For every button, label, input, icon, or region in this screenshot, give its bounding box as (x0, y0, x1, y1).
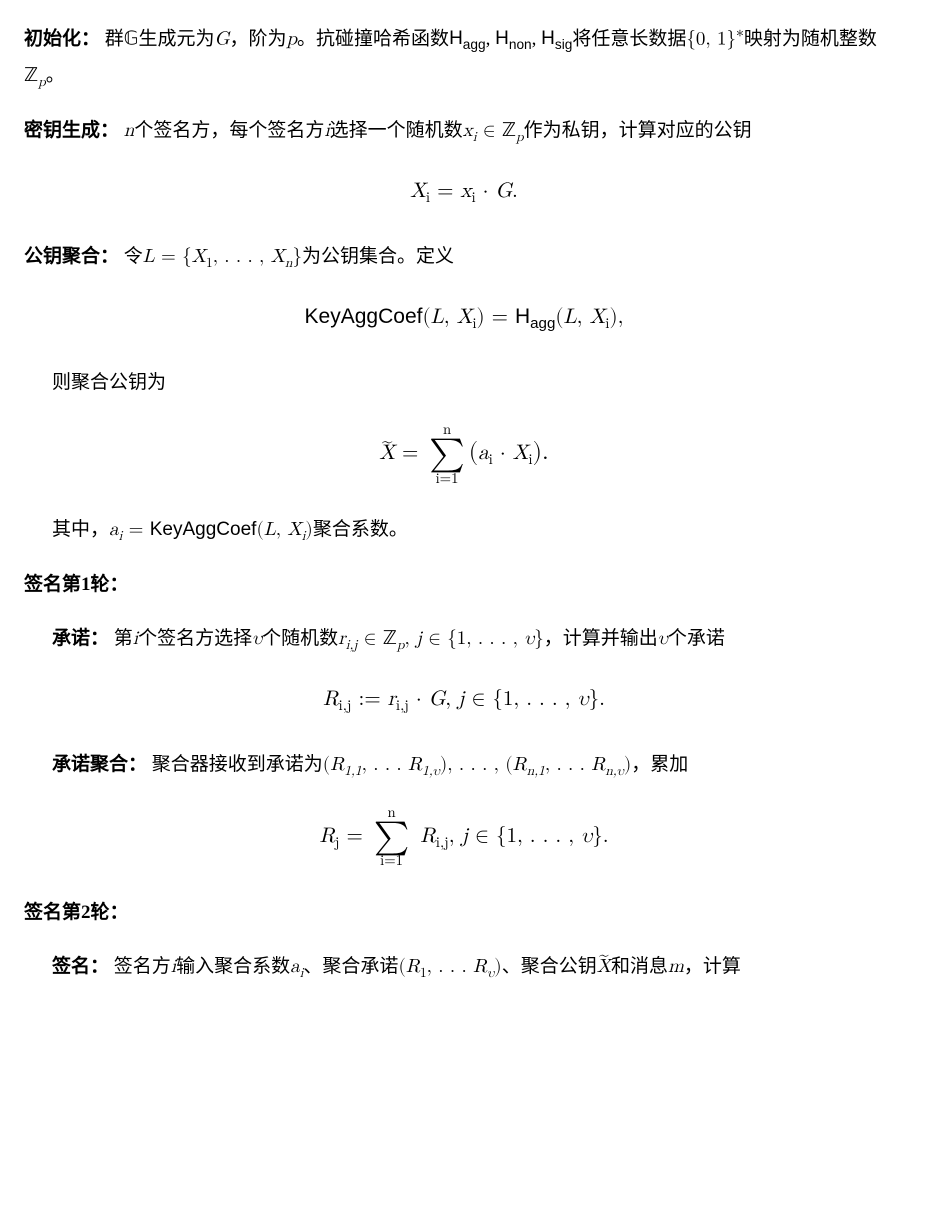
text: 。 (46, 65, 65, 86)
text: 。抗碰撞哈希函数 (297, 28, 449, 49)
aggpubkey-text: 则聚合公钥为 (24, 365, 904, 401)
comma: , (486, 28, 496, 49)
hash-Hnon: Hnon (495, 28, 532, 49)
n: n (124, 121, 135, 140)
text: 选择一个随机数 (330, 120, 463, 141)
equation-keygen: Xi = xi · G. (24, 172, 904, 213)
text: 群 (105, 28, 124, 49)
order-p: p (286, 29, 297, 48)
commitagg-paragraph: 承诺聚合： 聚合器接收到承诺为(R1,1, . . . R1,υ), . . .… (24, 747, 904, 784)
round1-heading: 签名第1轮： (24, 567, 904, 603)
init-label: 初始化： (24, 28, 100, 49)
text: 令 (124, 246, 143, 267)
L: L (143, 247, 155, 266)
equation-keyaggcoef: KeyAggCoef(L, Xi) = Hagg(L, Xi), (24, 297, 904, 339)
text: 个签名方，每个签名方 (134, 120, 324, 141)
text: 生成元为 (139, 28, 215, 49)
in: ∈ (477, 121, 502, 140)
round2-heading: 签名第2轮： (24, 895, 904, 931)
generator-G: G (215, 29, 230, 48)
sign-label: 签名： (52, 956, 109, 977)
commit-label: 承诺： (52, 628, 109, 649)
keygen-paragraph: 密钥生成： n个签名方，每个签名方i选择一个随机数xi ∈ ℤp作为私钥，计算对… (24, 113, 904, 150)
commitagg-label: 承诺聚合： (52, 754, 147, 775)
Zp: ℤ (24, 65, 38, 86)
aggcoef-text: 其中，ai = KeyAggCoef(L, Xi)聚合系数。 (24, 512, 904, 549)
equation-commitagg: Rj = n∑i=1 Ri,j, j ∈ {1, . . . , υ}. (24, 806, 904, 869)
keygen-label: 密钥生成： (24, 120, 119, 141)
text: ，阶为 (229, 28, 286, 49)
text: 映射为随机整数 (744, 28, 877, 49)
Zp: ℤ (502, 120, 516, 141)
comma: , (532, 28, 542, 49)
text: 将任意长数据 (572, 28, 686, 49)
init-paragraph: 初始化： 群𝔾生成元为G，阶为p。抗碰撞哈希函数Hagg, Hnon, Hsig… (24, 18, 904, 95)
equation-aggpubkey: ~X = n∑i=1(ai · Xi). (24, 423, 904, 486)
commit-paragraph: 承诺： 第i个签名方选择υ个随机数ri,j ∈ ℤp, j ∈ {1, . . … (24, 621, 904, 658)
text: 为公钥集合。定义 (302, 246, 454, 267)
sum-symbol: n∑i=1 (429, 423, 464, 486)
group-G: 𝔾 (124, 28, 139, 49)
hash-Hsig: Hsig (541, 28, 572, 49)
text: 作为私钥，计算对应的公钥 (524, 120, 752, 141)
sum-symbol: n∑i=1 (374, 806, 409, 869)
keyagg-label: 公钥聚合： (24, 246, 119, 267)
equation-commit: Ri,j := ri,j · G, j ∈ {1, . . . , υ}. (24, 680, 904, 721)
bitstring-set: {0, 1} (686, 29, 736, 48)
hash-Hagg: Hagg (449, 28, 486, 49)
xi: xi (463, 121, 477, 140)
keyagg-paragraph: 公钥聚合： 令L = {X1, . . . , Xn}为公钥集合。定义 (24, 239, 904, 276)
kleene-star: ∗ (736, 25, 744, 41)
X-tilde: ~X (597, 949, 611, 985)
sign-paragraph: 签名： 签名方i输入聚合系数ai、聚合承诺(R1, . . . Rυ)、聚合公钥… (24, 949, 904, 986)
